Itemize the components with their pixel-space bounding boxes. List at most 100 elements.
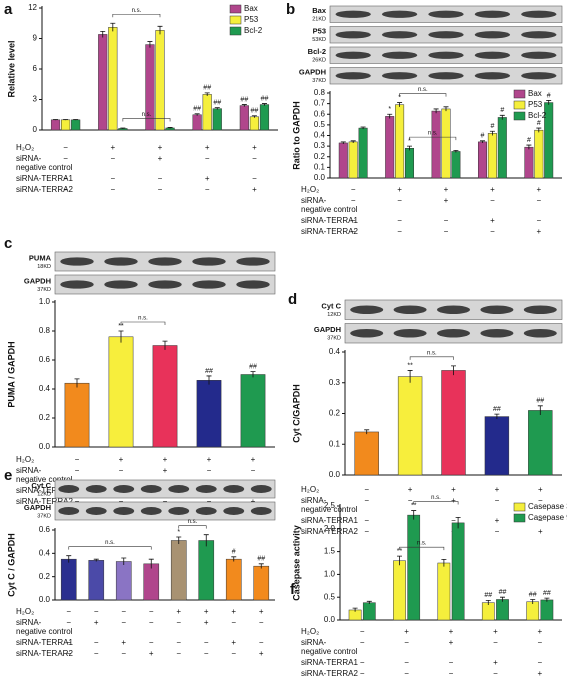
error-bar: [441, 558, 447, 567]
bar: [481, 602, 495, 621]
condition-sign: +: [204, 607, 209, 616]
bracket: [120, 321, 166, 325]
condition-sign: +: [251, 497, 256, 506]
bar: [88, 560, 105, 601]
blot-band: [480, 305, 514, 315]
condition-sign: −: [207, 466, 212, 475]
condition-label: negative control: [16, 475, 73, 484]
bar: [198, 540, 215, 601]
bracket: [178, 525, 207, 529]
significance-label: ##: [213, 99, 221, 106]
bar: [524, 146, 534, 179]
error-bar: [407, 370, 413, 383]
condition-label: siRNA-TERRA2: [16, 185, 73, 194]
condition-sign: +: [259, 607, 264, 616]
condition-label: siRNA-TERRA1: [301, 658, 358, 667]
condition-sign: −: [94, 607, 99, 616]
condition-sign: −: [231, 618, 236, 627]
y-tick-label: 0.0: [39, 595, 51, 604]
condition-sign: +: [444, 185, 449, 194]
bar: [71, 119, 81, 131]
blot-band: [474, 10, 511, 18]
condition-sign: +: [536, 185, 541, 194]
blot-band: [381, 51, 418, 59]
significance-label: #: [232, 549, 236, 556]
bar: [239, 105, 249, 131]
condition-sign: −: [364, 485, 369, 494]
condition-sign: +: [119, 455, 124, 464]
significance-label: ##: [493, 406, 501, 413]
error-bar: [162, 340, 168, 350]
y-tick-label: 0.5: [314, 120, 326, 129]
blot-size: 18KD: [37, 264, 51, 270]
bracket-label: n.s.: [142, 112, 152, 118]
condition-sign: −: [149, 618, 154, 627]
condition-label: siRNA-TERRA1: [301, 516, 358, 525]
blot-band: [223, 507, 245, 515]
condition-label: siRNA-TERRA1: [16, 638, 73, 647]
blot-name: GAPDH: [24, 276, 51, 285]
blot-band: [428, 72, 464, 80]
blot: [54, 479, 276, 499]
error-bar: [93, 558, 99, 562]
blot-band: [428, 31, 464, 39]
y-tick-label: 2.5: [324, 501, 336, 510]
bracket: [413, 501, 459, 505]
significance-label: ##: [261, 95, 269, 102]
error-bar: [120, 127, 126, 129]
bar: [407, 514, 421, 621]
blot-band: [58, 485, 80, 493]
blot-band: [480, 328, 514, 338]
legend-swatch: [229, 4, 242, 14]
error-bar: [204, 92, 210, 96]
bar: [451, 151, 461, 179]
condition-sign: −: [158, 185, 163, 194]
condition-sign: +: [490, 185, 495, 194]
bar: [385, 116, 395, 179]
legend-label: Bcl-2: [528, 111, 547, 120]
condition-sign: −: [397, 216, 402, 225]
blot-band: [113, 485, 135, 493]
blot-size: 37KD: [327, 336, 341, 342]
y-tick-label: 0.0: [314, 173, 326, 182]
blot-band: [350, 305, 384, 315]
y-tick-label: 0.3: [314, 141, 326, 150]
significance-label: #: [500, 107, 504, 114]
condition-sign: −: [538, 496, 543, 505]
condition-label: H₂O₂: [16, 455, 34, 464]
significance-label: #: [481, 133, 485, 140]
y-tick-label: 0.4: [39, 548, 51, 557]
y-tick-label: 6: [33, 64, 38, 73]
significance-label: ##: [203, 85, 211, 92]
bar: [451, 522, 465, 621]
condition-sign: +: [231, 638, 236, 647]
condition-label: siRNA-TERRA2: [301, 527, 358, 536]
error-bar: [194, 113, 200, 116]
y-tick-label: 1.5: [324, 547, 336, 556]
condition-sign: −: [351, 216, 356, 225]
blot-band: [474, 51, 511, 59]
condition-label: siRNA-: [16, 618, 42, 627]
bar: [497, 117, 507, 179]
blot-band: [104, 257, 138, 266]
legend-label: P53: [244, 15, 259, 24]
condition-sign: +: [163, 466, 168, 475]
blot-band: [104, 280, 138, 289]
condition-sign: −: [252, 174, 257, 183]
legend-label: P53: [528, 100, 543, 109]
y-tick-label: 9: [33, 34, 38, 43]
condition-sign: +: [259, 649, 264, 658]
condition-label: siRNA-TERRA1: [16, 174, 73, 183]
y-tick-label: 0.3: [329, 378, 341, 387]
condition-sign: +: [490, 216, 495, 225]
y-tick-label: 0.2: [39, 413, 51, 422]
condition-sign: +: [205, 143, 210, 152]
blot-band: [168, 485, 190, 493]
blot-band: [521, 10, 557, 18]
condition-sign: −: [449, 669, 454, 678]
condition-sign: −: [252, 154, 257, 163]
error-bar: [536, 127, 542, 133]
bar: [192, 114, 202, 131]
y-axis-label: Cyt C / GAPDH: [6, 533, 16, 597]
y-tick-label: 0.1: [329, 439, 341, 448]
